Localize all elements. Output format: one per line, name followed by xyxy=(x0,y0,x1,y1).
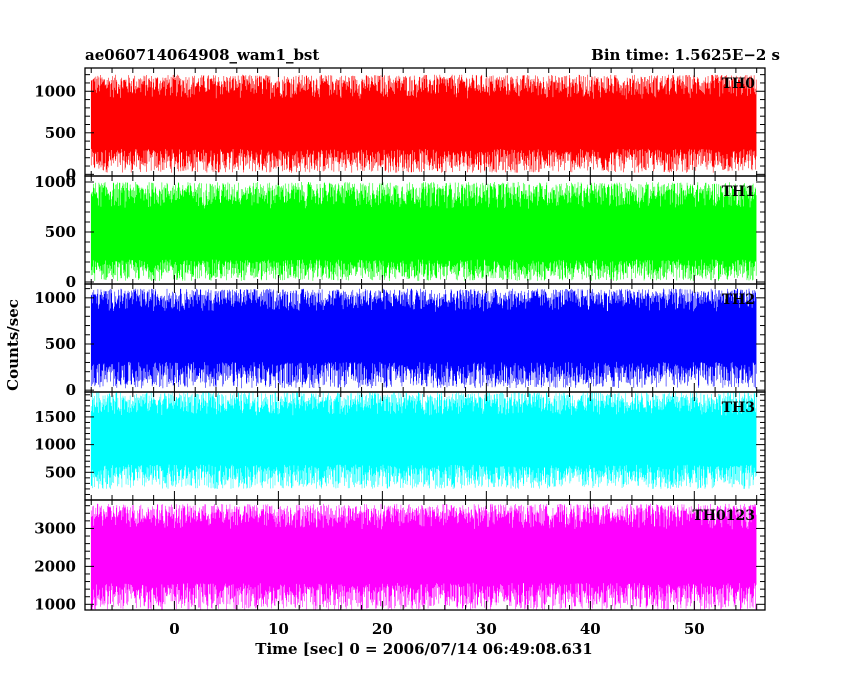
series-th2-trace xyxy=(90,288,757,389)
y-tick-label: 1000 xyxy=(34,173,76,191)
panel-th0: 0 500 1000 TH0 xyxy=(34,67,766,183)
y-tick-label: 1000 xyxy=(34,289,76,307)
panel-th2: 0 500 1000 TH2 xyxy=(34,283,766,399)
y-tick-label: 1500 xyxy=(34,408,76,426)
x-tick-label: 40 xyxy=(580,620,601,638)
series-th0-trace xyxy=(90,74,757,173)
y-tick-label: 0 xyxy=(66,381,76,399)
y-tick-label: 500 xyxy=(45,223,76,241)
panel-th3: 500 1000 1500 TH3 xyxy=(34,391,766,501)
panels-group: 0 500 1000 TH0 0 500 1000 TH1 0 500 1000 TH2 500 1000… xyxy=(34,67,766,613)
bin-time-label: Bin time: 1.5625E−2 s xyxy=(591,46,780,64)
series-th3-trace xyxy=(90,392,757,489)
panel-label-th1: TH1 xyxy=(722,184,755,200)
y-tick-label: 1000 xyxy=(34,595,76,613)
x-axis-label: Time [sec] 0 = 2006/07/14 06:49:08.631 xyxy=(255,640,592,658)
x-axis: 0 10 20 30 40 50 xyxy=(169,620,705,638)
y-tick-label: 0 xyxy=(66,273,76,291)
y-tick-label: 1000 xyxy=(34,82,76,100)
panel-th1: 0 500 1000 TH1 xyxy=(34,173,766,291)
chart-title: ae060714064908_wam1_bst xyxy=(85,46,319,64)
panel-label-th3: TH3 xyxy=(722,400,755,416)
y-tick-label: 2000 xyxy=(34,557,76,575)
x-tick-label: 30 xyxy=(476,620,497,638)
panel-label-th0123: TH0123 xyxy=(692,508,755,524)
y-tick-label: 1000 xyxy=(34,436,76,454)
x-tick-label: 20 xyxy=(372,620,393,638)
x-tick-label: 10 xyxy=(268,620,289,638)
panel-label-th0: TH0 xyxy=(722,76,756,92)
y-tick-label: 0 xyxy=(66,165,76,183)
y-tick-label: 500 xyxy=(45,463,76,481)
panel-th0123: 1000 2000 3000 TH0123 xyxy=(34,499,766,613)
panel-label-th2: TH2 xyxy=(722,292,755,308)
x-tick-label: 0 xyxy=(169,620,179,638)
y-tick-label: 500 xyxy=(45,124,76,142)
series-th0123-trace xyxy=(90,503,757,610)
series-th1-trace xyxy=(90,182,757,281)
panel-frame xyxy=(84,499,766,611)
y-tick-label: 500 xyxy=(45,335,76,353)
x-tick-label: 50 xyxy=(684,620,705,638)
y-tick-label: 3000 xyxy=(34,519,76,537)
y-axis-label: Counts/sec xyxy=(4,299,22,391)
